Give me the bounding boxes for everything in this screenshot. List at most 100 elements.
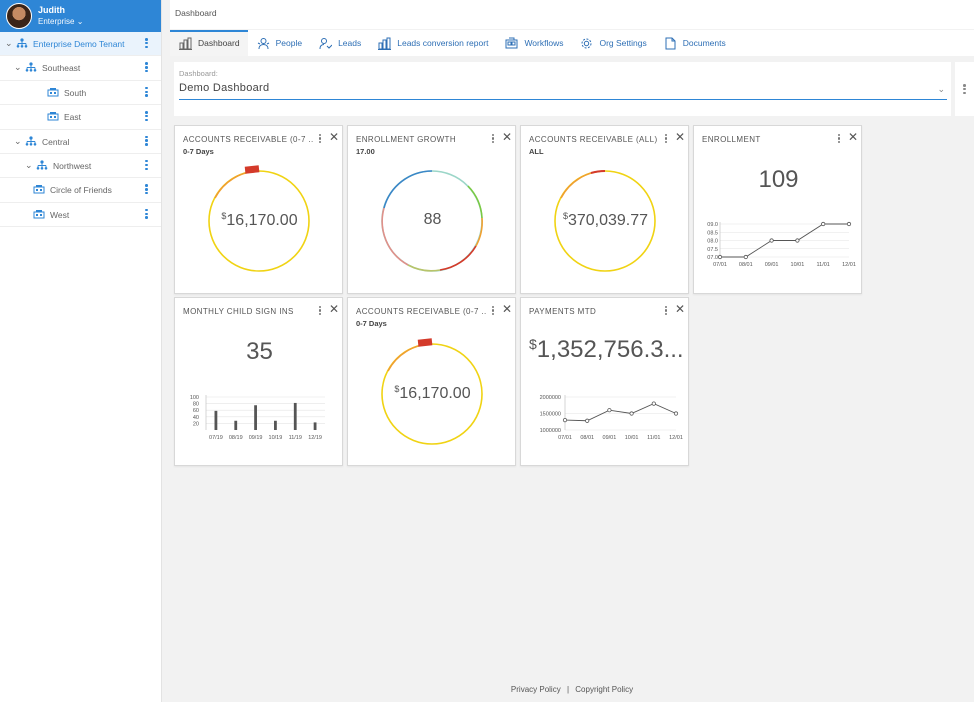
data-point: [562, 417, 568, 423]
kebab-icon[interactable]: [665, 134, 668, 144]
chevron-down-icon[interactable]: ⌄: [5, 38, 13, 48]
gauge-marker: [417, 338, 433, 347]
dashboard-select-value: Demo Dashboard: [179, 82, 270, 94]
close-icon[interactable]: ✕: [502, 130, 513, 144]
tab-label: Workflows: [524, 38, 564, 48]
tab-dashboard[interactable]: Dashboard: [170, 30, 248, 56]
kebab-icon[interactable]: [145, 184, 148, 195]
tree-item-circle-of-friends[interactable]: Circle of Friends: [0, 178, 161, 203]
x-tick-label: 07/01: [558, 435, 572, 441]
x-tick-label: 09/19: [249, 435, 263, 441]
tree-item-south[interactable]: South: [0, 81, 161, 106]
tree-item-west[interactable]: West: [0, 203, 161, 228]
dashboard-select[interactable]: Dashboard: Demo Dashboard ⌄: [174, 62, 951, 116]
tab-label: Dashboard: [198, 38, 240, 48]
y-tick-label: 07.0: [707, 255, 718, 261]
tree-item-label: West: [50, 209, 70, 220]
data-point: [651, 401, 656, 406]
x-tick-label: 12/01: [842, 262, 856, 268]
gauge-ring: [554, 170, 656, 272]
chevron-down-icon[interactable]: ⌄: [14, 135, 22, 146]
data-point: [743, 254, 748, 260]
x-tick-label: 11/01: [817, 262, 830, 268]
data-point: [585, 418, 590, 423]
kebab-icon[interactable]: [145, 86, 148, 98]
kebab-icon[interactable]: [319, 306, 322, 316]
tree-item-label: Northwest: [53, 160, 92, 171]
breadcrumb: Dashboard: [170, 0, 974, 29]
tree-item-southeast[interactable]: ⌄ Southeast: [0, 56, 161, 81]
kebab-icon[interactable]: [145, 111, 148, 122]
kebab-icon[interactable]: [145, 135, 148, 147]
kebab-icon[interactable]: [665, 306, 668, 316]
tab-people[interactable]: People: [248, 30, 310, 56]
widget-enrollment-growth: ENROLLMENT GROWTH 17.00 ✕ 88: [347, 125, 516, 294]
privacy-policy-link[interactable]: Privacy Policy: [510, 685, 561, 694]
kebab-icon[interactable]: [492, 134, 495, 144]
close-icon[interactable]: ✕: [502, 302, 513, 316]
tab-leads-conversion-report[interactable]: Leads conversion report: [369, 30, 496, 56]
workflow-icon: [505, 37, 518, 48]
widget-title: ACCOUNTS RECEIVABLE (ALL): [529, 135, 658, 144]
enrollment-line-chart: 07.0 07.5 08.0 08.5 09.0 07/01 08/01 09/01 10/01…: [707, 221, 856, 268]
tab-label: Leads conversion report: [397, 38, 489, 48]
close-icon[interactable]: ✕: [675, 130, 686, 144]
widget-subtitle: 0-7 Days: [183, 147, 214, 156]
tree-item-east[interactable]: East: [0, 105, 161, 130]
close-icon[interactable]: ✕: [329, 130, 340, 144]
sidebar: Judith Enterprise ⌄ ⌄ Enterprise Demo Ten…: [0, 0, 162, 702]
x-tick-label: 10/01: [791, 262, 805, 268]
dashboard-menu-button[interactable]: [955, 62, 974, 116]
chevron-down-icon[interactable]: ⌄: [25, 159, 33, 170]
bar: [293, 402, 297, 430]
close-icon[interactable]: ✕: [848, 130, 859, 144]
x-tick-label: 11/19: [289, 435, 302, 441]
hierarchy-icon: [25, 62, 37, 72]
bar: [254, 405, 257, 430]
data-point: [795, 238, 800, 243]
tab-label: People: [275, 38, 303, 48]
y-tick-label: 100: [190, 395, 199, 401]
widget-accounts-receivable-all: ACCOUNTS RECEIVABLE (ALL) ALL ✕ $370,039…: [520, 125, 689, 294]
kebab-icon[interactable]: [145, 62, 148, 73]
close-icon[interactable]: ✕: [675, 302, 686, 316]
widget-title: PAYMENTS MTD: [529, 307, 597, 316]
x-tick-label: 12/19: [308, 435, 322, 441]
bar: [234, 420, 238, 430]
x-tick-label: 08/01: [739, 262, 753, 268]
tab-org-settings[interactable]: Org Settings: [571, 30, 654, 56]
kebab-icon[interactable]: [838, 134, 841, 144]
bar-chart-icon: [378, 37, 392, 50]
kebab-icon[interactable]: [145, 208, 148, 220]
chevron-down-icon[interactable]: ⌄: [14, 62, 22, 73]
kebab-icon[interactable]: [963, 84, 966, 95]
widget-title: ENROLLMENT GROWTH: [356, 135, 456, 144]
org-tree: ⌄ Enterprise Demo Tenant ⌄ Southeast South Ea…: [0, 32, 161, 228]
tree-item-label: Central: [42, 136, 70, 147]
kebab-icon[interactable]: [145, 38, 148, 49]
y-tick-label: 09.0: [707, 222, 718, 228]
tab-workflows[interactable]: Workflows: [496, 30, 571, 56]
kebab-icon[interactable]: [492, 306, 495, 316]
chevron-down-icon[interactable]: ⌄: [937, 84, 945, 94]
gauge-ring: [208, 165, 310, 272]
data-point: [717, 254, 723, 260]
x-tick-label: 07/01: [713, 262, 727, 268]
hierarchy-icon: [16, 38, 28, 48]
tree-item-enterprise-demo-tenant[interactable]: ⌄ Enterprise Demo Tenant: [0, 32, 161, 57]
user-menu[interactable]: Judith Enterprise ⌄: [0, 0, 161, 32]
kebab-icon[interactable]: [319, 134, 322, 144]
dashboard-select-label: Dashboard:: [179, 69, 218, 78]
close-icon[interactable]: ✕: [329, 302, 340, 316]
widget-value: $370,039.77: [562, 211, 649, 229]
kebab-icon[interactable]: [145, 159, 148, 171]
widget-title: ENROLLMENT: [702, 135, 761, 144]
tree-item-central[interactable]: ⌄ Central: [0, 130, 161, 154]
widget-monthly-child-sign-ins: MONTHLY CHILD SIGN INS ✕ 35 20 40 60 80 100 0…: [174, 297, 343, 466]
tab-documents[interactable]: Documents: [655, 30, 734, 56]
copyright-policy-link[interactable]: Copyright Policy: [575, 685, 634, 694]
tab-label: Leads: [338, 38, 362, 48]
tree-item-northwest[interactable]: ⌄ Northwest: [0, 154, 161, 179]
tab-leads[interactable]: Leads: [310, 30, 369, 56]
